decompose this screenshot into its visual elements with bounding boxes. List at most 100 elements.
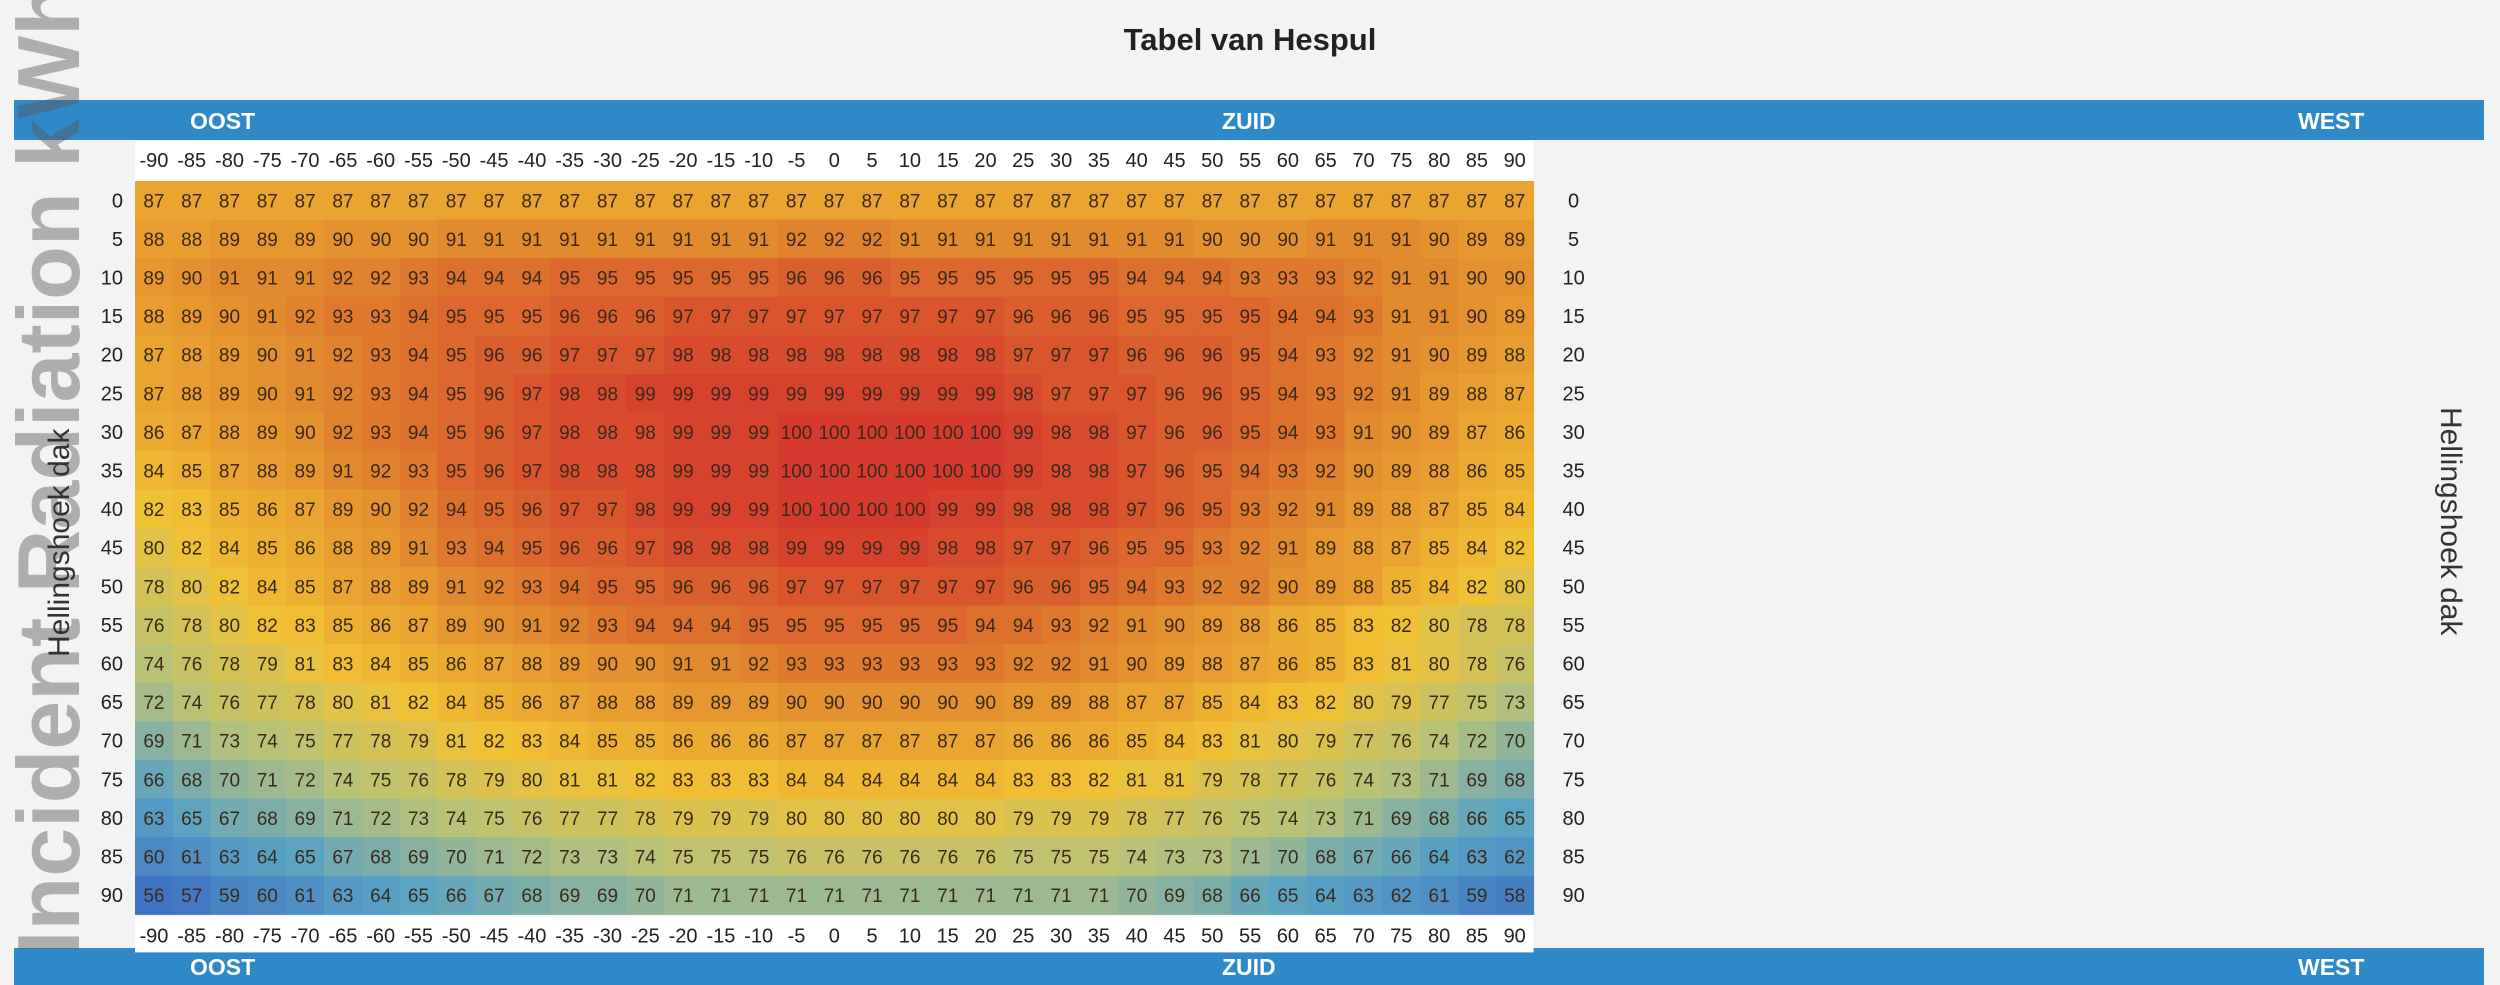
heatmap-cell: [135, 451, 174, 491]
cell-value-label: 97: [1126, 462, 1147, 483]
x-tick-label-top: 15: [937, 150, 959, 172]
heatmap-cell: [702, 258, 741, 298]
heatmap-cell: [1420, 181, 1459, 221]
heatmap-cell: [475, 644, 514, 684]
cell-value-label: 95: [1013, 269, 1034, 290]
cell-value-label: 73: [559, 848, 580, 869]
heatmap-cell: [1306, 567, 1346, 607]
heatmap-cell: [1269, 374, 1308, 414]
cell-value-label: 90: [899, 693, 920, 714]
cell-value-label: 100: [894, 500, 926, 521]
heatmap-cell: [1306, 296, 1346, 336]
cell-value-label: 71: [786, 886, 807, 907]
x-tick-label-top: 25: [1012, 150, 1034, 172]
x-tick-label-top: 0: [829, 150, 840, 172]
cell-value-label: 96: [1126, 346, 1147, 367]
cell-value-label: 87: [370, 191, 391, 212]
cell-value-label: 93: [786, 655, 807, 676]
heatmap-cell: [550, 682, 590, 722]
heatmap-cell: [891, 644, 930, 684]
heatmap-cell: [361, 412, 401, 452]
heatmap-cell: [1420, 721, 1459, 761]
heatmap-cell: [966, 181, 1005, 221]
heatmap-cell: [475, 875, 514, 915]
cell-value-label: 99: [899, 539, 920, 560]
heatmap-cell: [1306, 798, 1346, 838]
heatmap-cell: [1155, 489, 1194, 529]
x-tick-label-top: -80: [215, 150, 244, 172]
cell-value-label: 71: [1429, 770, 1450, 791]
heatmap-cell: [1193, 605, 1232, 645]
heatmap-cell: [1306, 412, 1346, 452]
heatmap-cell: [1155, 181, 1194, 221]
cell-value-label: 95: [446, 384, 467, 405]
heatmap-cell: [437, 335, 476, 375]
cell-value-label: 97: [1088, 384, 1109, 405]
cell-value-label: 83: [748, 770, 769, 791]
heatmap-cell: [324, 644, 363, 684]
heatmap-cell: [588, 374, 627, 414]
cell-value-label: 84: [824, 770, 846, 791]
cell-value-label: 95: [1240, 307, 1261, 328]
heatmap-cell: [135, 296, 174, 336]
heatmap-cell: [1420, 335, 1459, 375]
heatmap-cell: [815, 296, 854, 336]
heatmap-cell: [966, 837, 1005, 877]
heatmap-cell: [1231, 721, 1270, 761]
cell-value-label: 98: [899, 346, 920, 367]
y-axis-label-right: Hellingshoek dak: [2434, 407, 2467, 636]
heatmap-cell: [1193, 528, 1232, 568]
heatmap-cell: [248, 682, 287, 722]
x-tick-label-top: 75: [1390, 150, 1412, 172]
cell-value-label: 94: [559, 577, 581, 598]
cell-value-label: 97: [559, 500, 580, 521]
heatmap-cell: [1080, 837, 1119, 877]
cell-value-label: 74: [143, 655, 165, 676]
heatmap-cell: [513, 296, 552, 336]
heatmap-cell: [437, 798, 476, 838]
heatmap-cell: [1495, 644, 1535, 684]
heatmap-cell: [286, 837, 325, 877]
cell-value-label: 82: [181, 539, 202, 560]
cell-value-label: 78: [143, 577, 164, 598]
heatmap-cell: [1117, 489, 1157, 529]
x-tick-label-top: 70: [1352, 150, 1374, 172]
cell-value-label: 78: [219, 655, 240, 676]
cell-value-label: 87: [181, 423, 202, 444]
cell-value-label: 99: [862, 384, 883, 405]
cell-value-label: 87: [1164, 191, 1185, 212]
cell-value-label: 80: [1429, 616, 1450, 637]
heatmap-cell: [361, 451, 401, 491]
heatmap-cell: [248, 528, 287, 568]
cell-value-label: 91: [257, 269, 278, 290]
cell-value-label: 91: [295, 346, 316, 367]
y-tick-label-left: 90: [101, 885, 123, 907]
heatmap-cell: [664, 451, 703, 491]
cell-value-label: 95: [1240, 384, 1261, 405]
heatmap-cell: [475, 528, 514, 568]
cell-value-label: 94: [673, 616, 695, 637]
cell-value-label: 92: [332, 269, 353, 290]
heatmap-cell: [1344, 798, 1383, 838]
heatmap-cell: [1193, 258, 1232, 298]
cell-value-label: 99: [710, 500, 731, 521]
heatmap-cell: [891, 528, 930, 568]
heatmap-cell: [702, 605, 741, 645]
cell-value-label: 85: [597, 732, 618, 753]
heatmap-cell: [891, 682, 930, 722]
heatmap-cell: [1495, 258, 1535, 298]
cell-value-label: 87: [1240, 655, 1261, 676]
cell-value-label: 87: [484, 191, 505, 212]
heatmap-cell: [626, 798, 665, 838]
cell-value-label: 96: [1164, 423, 1185, 444]
cell-value-label: 90: [824, 693, 845, 714]
cell-value-label: 91: [219, 269, 240, 290]
heatmap-cell: [626, 567, 665, 607]
heatmap-cell: [664, 567, 703, 607]
cell-value-label: 67: [219, 809, 240, 830]
heatmap-cell: [928, 682, 968, 722]
heatmap-cell: [777, 760, 816, 800]
x-tick-label-top: -75: [253, 150, 282, 172]
cell-value-label: 100: [856, 423, 888, 444]
cell-value-label: 86: [673, 732, 694, 753]
